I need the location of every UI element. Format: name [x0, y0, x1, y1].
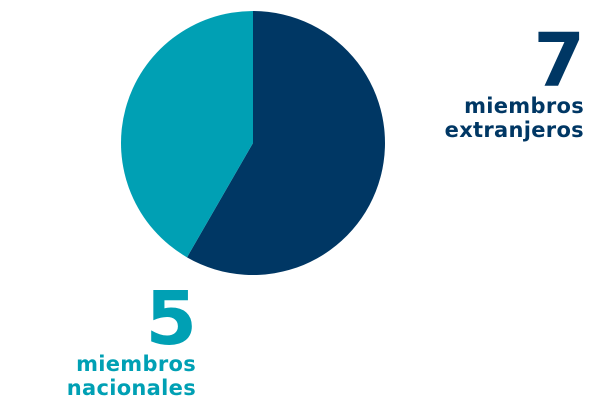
value-extranjeros: 7 — [533, 18, 586, 104]
label-nacionales-line-1: miembros — [76, 352, 196, 376]
label-nacionales: 5 miembros nacionales — [66, 276, 198, 400]
value-nacionales: 5 — [145, 276, 198, 362]
label-nacionales-line-2: nacionales — [66, 376, 196, 400]
label-extranjeros-line-1: miembros — [464, 94, 584, 118]
label-extranjeros-line-2: extranjeros — [444, 118, 584, 142]
label-extranjeros: 7 miembros extranjeros — [444, 18, 586, 142]
pie-slice-nacionales — [121, 11, 254, 258]
pie-slice-extranjeros — [187, 11, 385, 275]
